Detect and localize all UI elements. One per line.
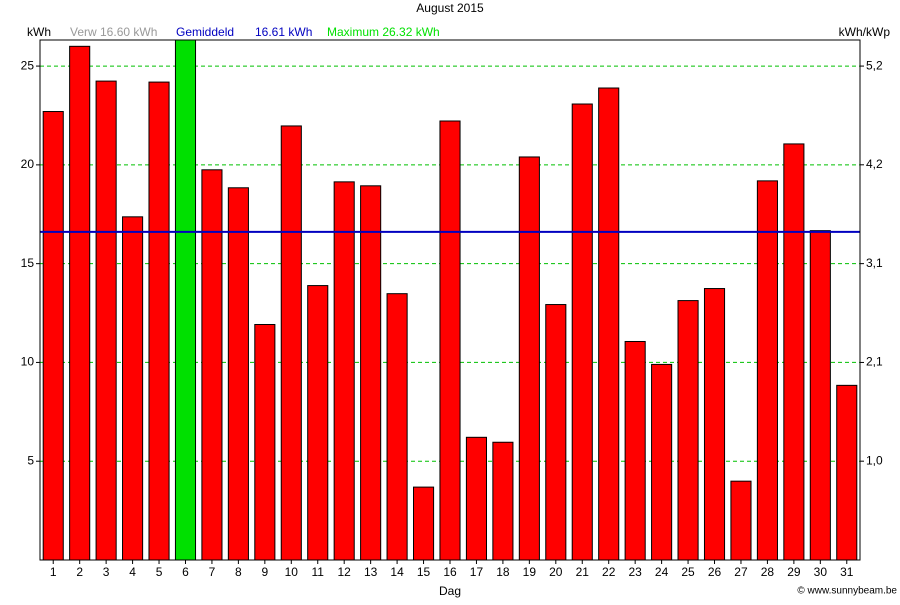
x-tick-label: 2 — [76, 565, 83, 579]
bar — [836, 384, 858, 561]
x-tick-label: 7 — [209, 565, 216, 579]
x-tick-label: 13 — [364, 565, 378, 579]
x-tick-label: 18 — [496, 565, 510, 579]
bar — [201, 169, 223, 561]
x-tick-label: 10 — [285, 565, 299, 579]
bar — [386, 293, 408, 561]
y2-tick-label: 4,2 — [866, 157, 883, 171]
bar — [465, 436, 488, 561]
x-tick-label: 4 — [129, 565, 136, 579]
y-tick-label: 20 — [21, 157, 35, 171]
bar — [756, 180, 778, 561]
average-name: Gemiddeld — [176, 25, 234, 39]
bar — [280, 125, 302, 561]
x-tick-label: 23 — [628, 565, 642, 579]
plot-frame — [39, 39, 861, 561]
x-tick-label: 16 — [443, 565, 457, 579]
x-tick-label: 5 — [156, 565, 163, 579]
x-tick-label: 24 — [655, 565, 669, 579]
bar — [333, 181, 355, 561]
x-tick-label: 1 — [50, 565, 57, 579]
bar — [360, 185, 382, 561]
x-tick-label: 21 — [576, 565, 590, 579]
x-tick-label: 8 — [235, 565, 242, 579]
chart-title: August 2015 — [416, 1, 484, 15]
x-tick-label: 30 — [814, 565, 828, 579]
bar — [703, 288, 726, 561]
bar — [624, 340, 646, 561]
bar — [69, 45, 91, 561]
x-tick-label: 31 — [840, 565, 854, 579]
bar — [174, 39, 197, 561]
y-tick-label: 25 — [21, 58, 35, 72]
y2-tick-label: 2,1 — [866, 355, 883, 369]
maximum-label: Maximum 26.32 kWh — [327, 25, 440, 39]
x-tick-label: 20 — [549, 565, 563, 579]
x-tick-label: 11 — [312, 565, 325, 579]
y2-tick-label: 1,0 — [866, 453, 883, 467]
bar — [783, 143, 805, 561]
y-tick-label: 10 — [21, 355, 35, 369]
y2-tick-label: 5,2 — [866, 58, 883, 72]
footer: © www.sunnybeam.be — [797, 586, 897, 597]
x-tick-label: 17 — [470, 565, 484, 579]
bar — [148, 81, 170, 561]
y2-tick-label: 3,1 — [866, 256, 883, 270]
x-tick-label: 9 — [261, 565, 268, 579]
x-tick-label: 26 — [708, 565, 722, 579]
bar — [598, 87, 620, 561]
bar — [730, 480, 752, 561]
y-tick-label: 5 — [27, 453, 34, 467]
x-tick-label: 14 — [390, 565, 404, 579]
bar — [412, 486, 435, 561]
bar — [518, 156, 540, 561]
x-tick-label: 29 — [787, 565, 801, 579]
average-label: 16.61 kWh — [255, 25, 312, 39]
bar — [95, 80, 117, 561]
x-tick-label: 27 — [734, 565, 748, 579]
x-axis-label: Dag — [439, 584, 461, 598]
bar — [227, 187, 249, 561]
bar — [651, 363, 673, 561]
y-tick-label: 15 — [21, 256, 35, 270]
bar — [307, 285, 329, 561]
bar — [571, 103, 593, 561]
y2-axis-label: kWh/kWp — [839, 25, 891, 39]
x-tick-label: 3 — [103, 565, 110, 579]
x-tick-label: 12 — [338, 565, 352, 579]
x-tick-label: 22 — [602, 565, 616, 579]
y-axis-label: kWh — [27, 25, 51, 39]
bar — [492, 441, 514, 561]
x-tick-label: 6 — [182, 565, 189, 579]
x-tick-label: 19 — [523, 565, 537, 579]
x-tick-label: 15 — [417, 565, 431, 579]
bar — [545, 304, 567, 561]
bar — [122, 216, 144, 561]
bar — [809, 230, 831, 561]
bar — [677, 300, 699, 561]
bar — [42, 111, 64, 561]
x-tick-label: 28 — [761, 565, 775, 579]
expected-label: Verw 16.60 kWh — [70, 25, 157, 39]
x-tick-label: 25 — [681, 565, 695, 579]
bar — [439, 120, 461, 561]
bar — [254, 323, 276, 561]
